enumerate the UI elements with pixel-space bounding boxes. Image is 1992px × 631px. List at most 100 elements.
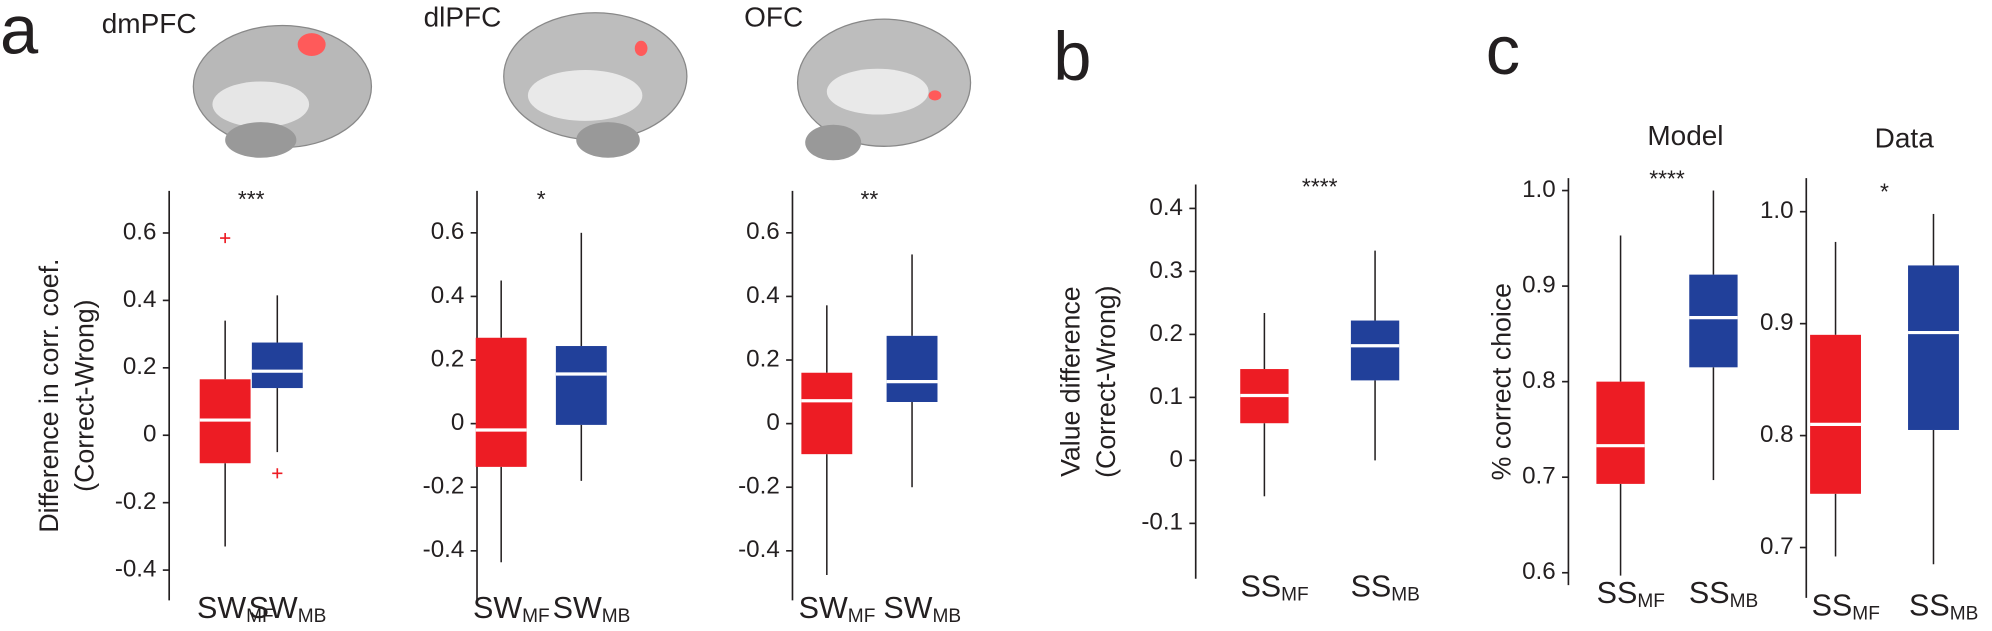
y-tick-label: 0.7 [1522,463,1556,490]
box-group [1689,190,1738,481]
significance-stars: **** [1649,166,1685,192]
box [1596,381,1645,484]
roi-highlight [928,90,942,101]
y-tick-label: -0.4 [423,536,465,563]
y-tick-label: -0.1 [1141,509,1183,536]
box-group [1810,241,1861,557]
y-tick-label: 0.4 [746,282,780,309]
y-tick-label: 0.4 [431,282,465,309]
category-subscript: MF [246,606,274,627]
category-subscript: MB [932,606,961,627]
y-tick-label: 0.6 [123,218,157,245]
y-tick-label: 0 [143,421,156,448]
y-axis-label: Difference in corr. coef. [34,259,64,533]
category-subscript: MF [1852,604,1880,625]
y-tick-label: -0.4 [738,536,780,563]
box-group [475,280,527,563]
y-tick-label: 0.1 [1149,383,1183,410]
chart-title: OFC [744,2,803,33]
chart-title: dlPFC [424,2,502,33]
y-tick-label: 0.4 [1149,194,1183,221]
category-main: SW [799,591,848,625]
x-tick-label: SWMF [197,591,274,627]
x-tick-label: SWMB [883,591,961,627]
y-tick-label: 0.6 [1522,558,1556,585]
y-tick-label: 0 [1170,446,1183,473]
x-tick-label: SSMB [1689,576,1758,612]
category-main: SS [1689,576,1730,610]
x-tick-label: SSMF [1597,576,1665,612]
category-main: SS [1812,589,1853,623]
box-group [801,305,853,575]
category-subscript: MF [1281,584,1309,605]
y-tick-label: 0.8 [1760,421,1794,448]
brain-region [826,68,929,115]
category-subscript: MB [1730,591,1759,612]
box [1908,265,1959,430]
box [1689,274,1738,368]
panel-label: a [0,0,39,68]
y-tick-label: 0.2 [746,345,780,372]
x-tick-label: SSMB [1909,589,1978,625]
y-tick-label: 0.6 [431,218,465,245]
x-tick-label: SSMF [1240,570,1308,606]
y-tick-label: 1.0 [1760,197,1794,224]
y-tick-label: 1.0 [1522,176,1556,203]
category-subscript: MF [1637,591,1665,612]
panel-label: c [1486,12,1520,89]
box-group [1908,213,1959,565]
significance-stars: *** [238,186,265,212]
significance-stars: * [1880,178,1889,204]
significance-stars: * [537,186,546,212]
category-main: SW [473,591,522,625]
box [886,335,938,402]
y-tick-label: -0.4 [115,555,157,582]
x-tick-label: SSMB [1351,570,1420,606]
brain-region [805,124,862,161]
y-tick-label: 0.2 [123,353,157,380]
y-tick-label: 0.3 [1149,257,1183,284]
brain-region [527,69,643,121]
y-tick-label: 0 [451,409,464,436]
x-tick-label: SSMF [1812,589,1880,625]
roi-highlight [634,40,648,57]
x-tick-label: SWMF [473,591,550,627]
category-subscript: MF [522,606,550,627]
panel-label: b [1053,18,1091,95]
box [1350,320,1400,381]
y-tick-label: 0.2 [1149,320,1183,347]
outlier [272,468,283,479]
significance-stars: ** [861,186,879,212]
y-tick-label: 0.8 [1522,367,1556,394]
chart-title: Data [1875,122,1935,153]
brain-region [576,122,640,158]
y-tick-label: 0.4 [123,286,157,313]
significance-stars: **** [1302,173,1338,199]
box-group [1240,312,1289,497]
x-tick-label: SWMB [249,591,327,627]
y-tick-label: 0.2 [431,345,465,372]
box [801,372,853,455]
brain-region [225,122,297,158]
y-axis-label: (Correct-Wrong) [70,299,100,491]
brain-images [192,12,972,161]
category-main: SS [1351,570,1392,604]
box [555,346,607,425]
y-tick-label: -0.2 [738,473,780,500]
category-main: SW [883,591,932,625]
y-tick-label: -0.2 [423,473,465,500]
category-main: SW [553,591,602,625]
chart-title: dmPFC [102,8,197,39]
y-axis-label: % correct choice [1487,283,1517,480]
box [1810,334,1861,494]
category-main: SS [1909,589,1950,623]
y-axis-label: Value difference [1055,286,1085,477]
outlier [220,232,231,244]
category-subscript: MB [1391,584,1420,605]
category-subscript: MB [1950,604,1979,625]
category-subscript: MB [298,606,327,627]
y-tick-label: -0.2 [115,488,157,515]
roi-highlight [297,33,326,57]
y-tick-label: 0.9 [1760,309,1794,336]
y-tick-label: 0.7 [1760,533,1794,560]
